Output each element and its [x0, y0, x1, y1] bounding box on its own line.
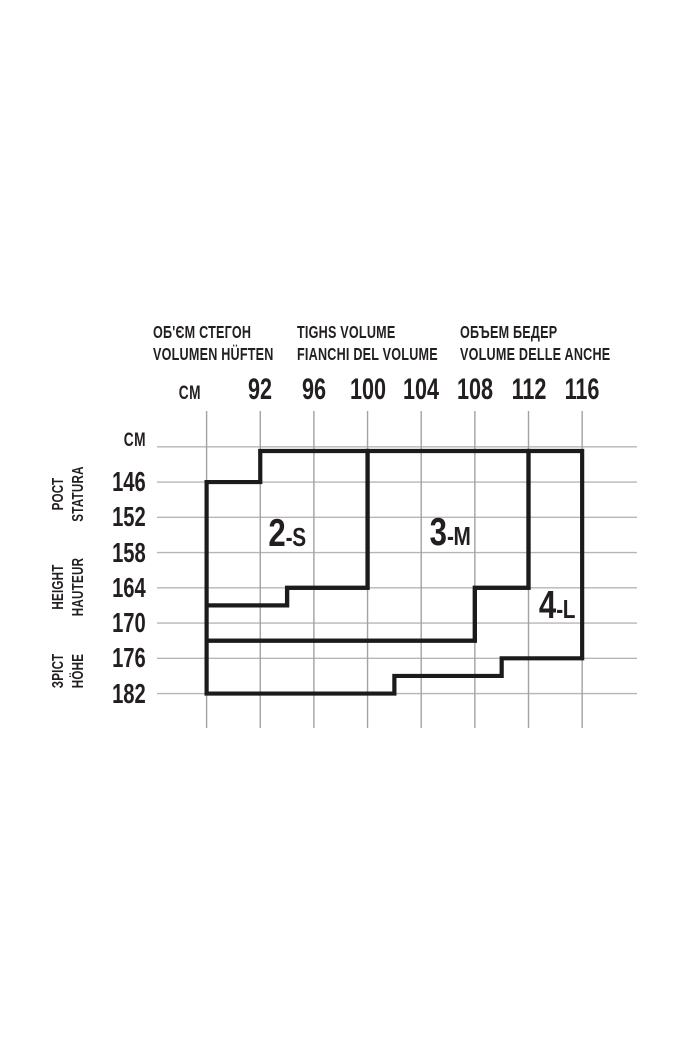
x-tick-100: 100: [349, 373, 386, 406]
zone-size-letter: -S: [285, 522, 306, 553]
zone-label-2-s: 2-S: [268, 512, 306, 556]
y-tick-164: 164: [112, 571, 146, 603]
header-hips-ua-de: ОБ'ЄМ СТЕГОН VOLUMEN HÜFTEN: [153, 322, 274, 365]
x-tick-116: 116: [564, 373, 600, 406]
zone-size-number: 4: [538, 584, 557, 628]
side-label-line: STATURA: [70, 466, 87, 522]
side-label-line: HEIGHT: [50, 564, 67, 610]
x-axis-unit: СМ: [178, 383, 202, 404]
side-label-height-ua-it: РОСТ STATURA: [49, 466, 89, 521]
zone-label-4-l: 4-L: [538, 584, 576, 628]
header-line: ОБ'ЄМ СТЕГОН: [153, 322, 252, 342]
header-hips-ru-it: ОБЪЕМ БЕДЕР VOLUME DELLE ANCHE: [460, 322, 610, 365]
zone-size-number: 3: [429, 511, 447, 555]
y-tick-182: 182: [112, 677, 146, 709]
x-tick-108: 108: [456, 373, 493, 406]
side-label-line: HAUTEUR: [70, 557, 87, 617]
side-label-line: РОСТ: [50, 477, 67, 511]
header-line: ОБЪЕМ БЕДЕР: [460, 322, 558, 342]
y-tick-176: 176: [112, 642, 146, 674]
side-label-line: HÖHE: [70, 653, 87, 689]
y-tick-152: 152: [112, 501, 146, 533]
zone-size-number: 2: [268, 512, 286, 556]
side-label-height-uk-de: ЗРІСТ HÖHE: [49, 654, 89, 689]
header-line: VOLUME DELLE ANCHE: [460, 343, 611, 364]
y-axis-unit: СМ: [123, 430, 146, 451]
x-tick-112: 112: [511, 373, 546, 406]
y-tick-146: 146: [112, 466, 146, 498]
header-line: TIGHS VOLUME: [297, 322, 396, 342]
header-hips-en-it: TIGHS VOLUME FIANCHI DEL VOLUME: [297, 322, 438, 365]
y-tick-158: 158: [112, 536, 146, 568]
x-tick-96: 96: [301, 373, 326, 406]
zone-outline-4-l: [204, 448, 585, 696]
x-tick-92: 92: [248, 373, 273, 406]
side-label-line: ЗРІСТ: [50, 653, 67, 689]
zone-label-3-m: 3-M: [429, 511, 470, 555]
x-tick-104: 104: [403, 373, 440, 406]
zone-size-letter: -M: [446, 521, 471, 552]
y-tick-170: 170: [112, 607, 146, 639]
header-line: VOLUMEN HÜFTEN: [153, 343, 274, 364]
side-label-height-en-fr: HEIGHT HAUTEUR: [49, 558, 89, 616]
header-line: FIANCHI DEL VOLUME: [297, 343, 438, 364]
zone-size-letter: -L: [556, 594, 576, 625]
